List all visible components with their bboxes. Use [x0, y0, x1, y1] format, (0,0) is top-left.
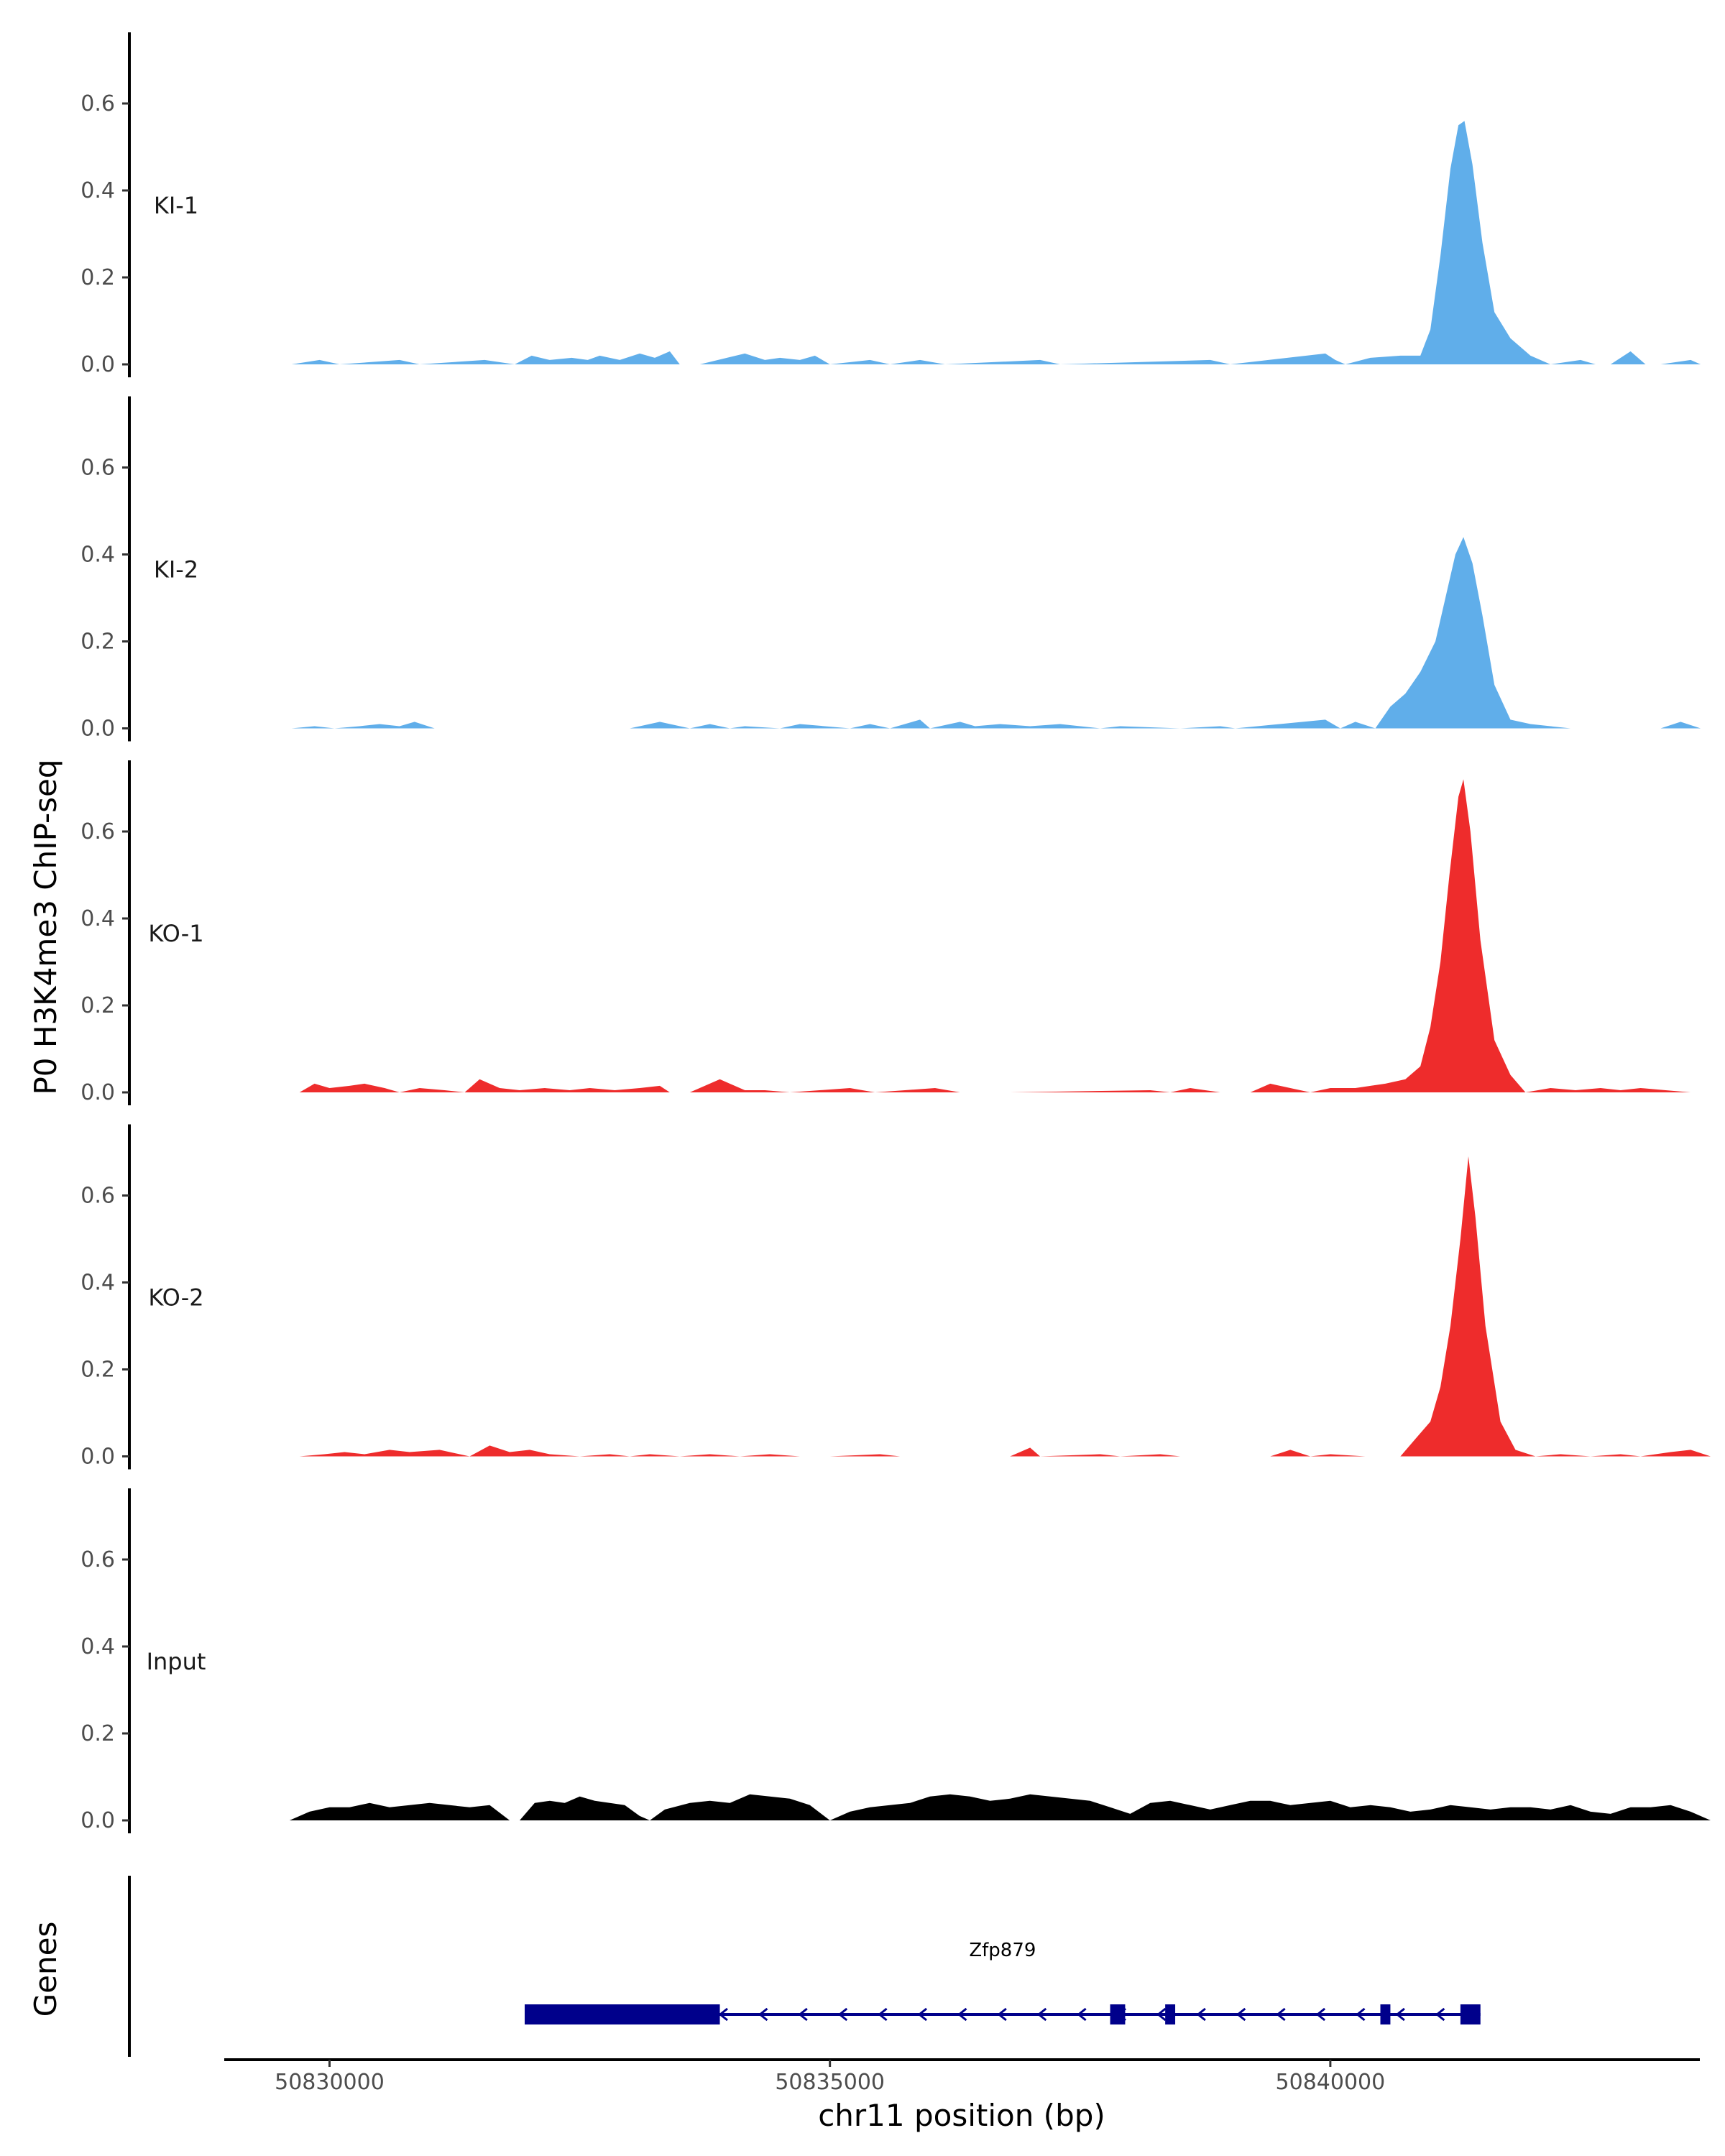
- x-axis: 50830000 50835000 50840000: [224, 2058, 1700, 2095]
- strand-chevron: [1036, 2007, 1047, 2022]
- y-tick-label: 0.6: [80, 819, 115, 844]
- strand-chevron: [718, 2007, 728, 2022]
- strand-chevron: [1315, 2007, 1326, 2022]
- x-tick-label: 50835000: [775, 2070, 885, 2095]
- track-ko-2: 0.0 0.2 0.4 0.6 KO-2: [80, 1124, 1711, 1470]
- track-label: KO-2: [148, 1284, 203, 1312]
- track-label: KI-1: [154, 192, 198, 219]
- strand-chevron: [1077, 2007, 1087, 2022]
- strand-chevron: [1356, 2007, 1366, 2022]
- strand-chevron: [1236, 2007, 1246, 2022]
- strand-chevron: [997, 2007, 1007, 2022]
- strand-chevron: [957, 2007, 967, 2022]
- x-axis-title: chr11 position (bp): [818, 2098, 1105, 2133]
- y-tick-label: 0.0: [80, 1080, 115, 1105]
- x-tick-label: 50830000: [275, 2070, 385, 2095]
- strand-chevron: [1395, 2007, 1405, 2022]
- y-tick-label: 0.4: [80, 543, 115, 568]
- y-tick-label: 0.6: [80, 1547, 115, 1572]
- strand-chevron: [1276, 2007, 1286, 2022]
- track-ki-2: 0.0 0.2 0.4 0.6 KI-2: [80, 396, 1701, 742]
- y-tick-label: 0.4: [80, 906, 115, 931]
- strand-chevron: [878, 2007, 888, 2022]
- genes-axis-title: Genes: [28, 1922, 63, 2017]
- strand-chevron: [917, 2007, 927, 2022]
- strand-chevron: [798, 2007, 808, 2022]
- y-tick-label: 0.6: [80, 1184, 115, 1209]
- y-tick-label: 0.2: [80, 993, 115, 1018]
- y-tick-label: 0.0: [80, 717, 115, 742]
- y-tick-label: 0.2: [80, 265, 115, 290]
- track-label: KI-2: [154, 556, 198, 584]
- y-tick-label: 0.4: [80, 178, 115, 203]
- track-ki-1: 0.0 0.2 0.4 0.6 KI-1: [80, 32, 1711, 377]
- coverage-area: [299, 779, 1711, 1092]
- y-tick-label: 0.0: [80, 1445, 115, 1470]
- gene-exon: [1460, 2004, 1481, 2024]
- y-tick-label: 0.2: [80, 1358, 115, 1383]
- y-tick-label: 0.4: [80, 1271, 115, 1296]
- coverage-area: [299, 1156, 1711, 1457]
- gene-track: Zfp879: [128, 1876, 1481, 2057]
- y-tick-label: 0.6: [80, 91, 115, 116]
- strand-chevron: [1156, 2007, 1167, 2022]
- gene-exon: [1165, 2004, 1176, 2024]
- tracks-layer: 0.00.20.40.6KI-10.00.20.40.6KI-20.00.20.…: [80, 32, 1711, 1833]
- y-tick-label: 0.4: [80, 1634, 115, 1659]
- strand-chevron: [758, 2007, 768, 2022]
- track-label: Input: [147, 1648, 206, 1675]
- y-tick-label: 0.2: [80, 630, 115, 655]
- y-tick-label: 0.2: [80, 1721, 115, 1746]
- y-tick-label: 0.0: [80, 352, 115, 377]
- y-tick-label: 0.6: [80, 456, 115, 481]
- gene-name-label: Zfp879: [969, 1940, 1036, 1961]
- strand-chevron: [1435, 2007, 1445, 2022]
- strand-chevron: [837, 2007, 848, 2022]
- strand-chevron: [1196, 2007, 1206, 2022]
- coverage-area: [291, 121, 1711, 364]
- track-input: 0.0 0.2 0.4 0.6 Input: [80, 1488, 1711, 1833]
- coverage-area: [291, 537, 1701, 729]
- gene-exon: [1380, 2004, 1391, 2024]
- y-tick-label: 0.0: [80, 1808, 115, 1833]
- gene-exon: [525, 2004, 720, 2024]
- track-ko-1: 0.0 0.2 0.4 0.6 KO-1: [80, 760, 1711, 1105]
- track-label: KO-1: [148, 920, 203, 947]
- coverage-area: [289, 1794, 1711, 1820]
- gene-exon: [1110, 2004, 1126, 2024]
- y-axis-title: P0 H3K4me3 ChIP-seq: [28, 759, 63, 1095]
- x-tick-label: 50840000: [1276, 2070, 1386, 2095]
